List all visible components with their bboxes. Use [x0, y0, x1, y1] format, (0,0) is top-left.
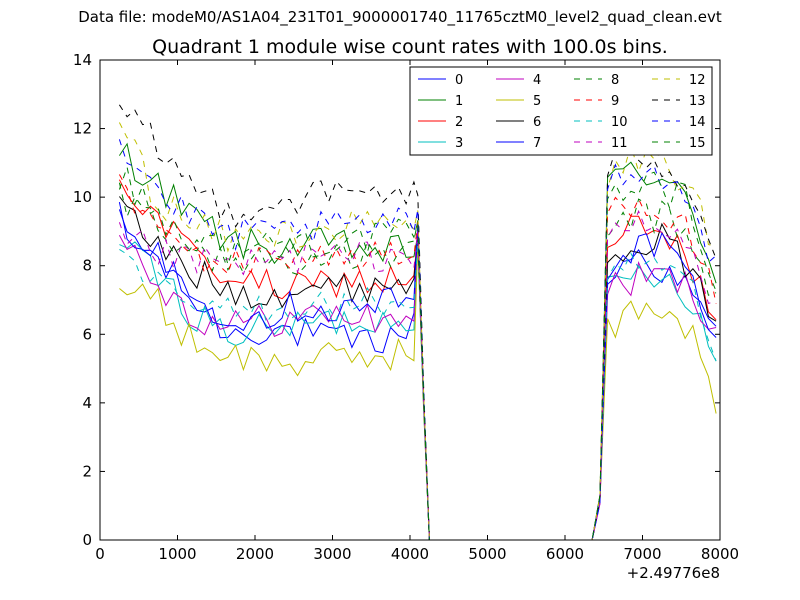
series-line-5: [119, 245, 717, 541]
x-tick-label: 6000: [546, 545, 584, 563]
y-tick-label: 8: [82, 257, 92, 275]
x-tick-label: 4000: [391, 545, 429, 563]
series-line-9: [118, 174, 717, 541]
x-offset-label: +2.49776e8: [627, 564, 720, 582]
legend-label-2: 2: [455, 115, 463, 130]
x-tick-label: 5000: [468, 545, 506, 563]
x-tick-label: 0: [95, 545, 105, 563]
legend-label-15: 15: [689, 136, 706, 151]
legend-label-13: 13: [689, 94, 706, 109]
series-line-13: [118, 104, 717, 541]
legend-label-10: 10: [611, 115, 628, 130]
chart-title: Quadrant 1 module wise count rates with …: [152, 36, 668, 58]
legend-frame: [409, 66, 713, 156]
x-tick-label: 1000: [158, 545, 196, 563]
series-line-7: [118, 201, 717, 541]
legend-label-3: 3: [455, 136, 463, 151]
y-tick-label: 6: [82, 325, 92, 343]
x-tick-label: 7000: [623, 545, 661, 563]
figure-suptitle: Data file: modeM0/AS1A04_231T01_90000017…: [78, 8, 722, 26]
series-line-12: [118, 122, 717, 541]
y-tick-label: 2: [82, 462, 92, 480]
axes-ticks: 0 1000 2000 3000 4000 5000 6000 7000 80000246810…: [73, 51, 739, 563]
legend-label-11: 11: [611, 136, 628, 151]
y-tick-label: 4: [82, 394, 92, 412]
series-layer: [118, 104, 717, 541]
legend-label-9: 9: [611, 94, 619, 109]
series-line-3: [119, 241, 717, 541]
series-line-2: [118, 179, 717, 541]
legend-label-8: 8: [611, 73, 619, 88]
x-tick-label: 8000: [701, 545, 739, 563]
legend-label-12: 12: [689, 73, 706, 88]
y-tick-label: 10: [73, 188, 92, 206]
x-tick-label: 3000: [313, 545, 351, 563]
series-line-8: [118, 182, 717, 541]
x-tick-label: 2000: [236, 545, 274, 563]
series-line-4: [118, 228, 717, 541]
y-tick-label: 14: [73, 51, 92, 69]
series-line-14: [118, 139, 717, 541]
series-line-10: [119, 240, 717, 541]
series-line-0: [118, 209, 717, 541]
y-tick-label: 0: [82, 531, 92, 549]
series-line-6: [119, 196, 717, 541]
y-tick-label: 12: [73, 120, 92, 138]
legend-label-1: 1: [455, 94, 463, 109]
series-line-15: [118, 165, 717, 541]
legend-label-5: 5: [533, 94, 541, 109]
legend-label-0: 0: [455, 73, 463, 88]
legend-label-4: 4: [533, 73, 541, 88]
series-line-1: [118, 142, 717, 541]
legend-label-7: 7: [533, 136, 541, 151]
legend-label-6: 6: [533, 115, 541, 130]
legend-label-14: 14: [689, 115, 706, 130]
